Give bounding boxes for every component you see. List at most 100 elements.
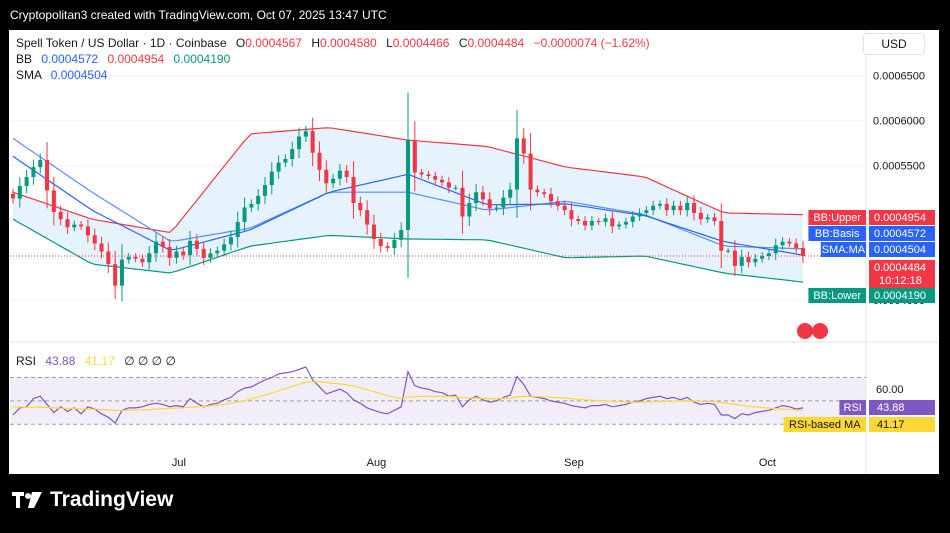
tradingview-logo[interactable]: TradingView <box>12 488 173 512</box>
candle-body <box>92 235 97 244</box>
candle-body <box>303 131 308 137</box>
badge-value: 0.0004190 <box>874 290 926 302</box>
candle-body <box>726 250 731 252</box>
candle-body <box>617 224 622 227</box>
badge-label: BB:Lower <box>813 290 861 302</box>
badge-value: 0.0004954 <box>874 212 926 224</box>
candle-body <box>521 138 526 154</box>
rsi-badge-value: 41.17 <box>877 419 905 431</box>
candle-body <box>331 178 336 184</box>
rsi-badge-value-bg <box>869 417 935 432</box>
candle-body <box>337 170 342 179</box>
badge-label: SMA:MA <box>822 244 866 256</box>
bb-basis-value: 0.0004572 <box>41 52 99 66</box>
candle-body <box>780 241 785 246</box>
badge-value: 0.0004484 <box>874 262 926 274</box>
candle-body <box>440 179 445 183</box>
ohlc-high: 0.0004580 <box>319 36 377 50</box>
candle-body <box>637 212 642 217</box>
candle-body <box>99 243 104 252</box>
candle-body <box>85 226 90 236</box>
candle-body <box>208 253 213 258</box>
legend-rsi-row[interactable]: RSI 43.88 41.17 ∅ ∅ ∅ ∅ <box>16 354 176 368</box>
legend-sma-row[interactable]: SMA 0.0004504 <box>16 68 107 82</box>
candle-body <box>324 169 329 184</box>
candle-body <box>276 162 281 172</box>
candle-body <box>262 185 268 196</box>
candle-body <box>358 203 363 211</box>
badge-value-bg <box>869 210 935 225</box>
flag-icons <box>797 323 828 339</box>
candle-body <box>480 192 485 200</box>
candle-body <box>235 221 240 238</box>
candle-body <box>140 258 145 263</box>
rsi-badge-value-bg <box>869 400 935 415</box>
currency-button[interactable]: USD <box>863 33 925 55</box>
candle-body <box>222 244 227 251</box>
candle-body <box>610 218 615 227</box>
x-tick-label: Sep <box>564 457 584 469</box>
candle-body <box>542 192 547 195</box>
candle-body <box>153 241 159 254</box>
candle-body <box>630 216 635 222</box>
price-tick-label: 0.0005500 <box>873 160 925 172</box>
candle-body <box>712 217 717 221</box>
candle-body <box>24 176 29 186</box>
candle-body <box>344 170 349 177</box>
candle-body <box>160 241 165 248</box>
candle-body <box>58 212 63 220</box>
x-tick-label: Oct <box>759 457 776 469</box>
candle-body <box>487 199 492 209</box>
candle-body <box>739 256 744 266</box>
candle-body <box>201 248 206 258</box>
candle-body <box>419 172 424 175</box>
candle-body <box>72 224 77 228</box>
candle-body <box>719 220 724 251</box>
candle-body <box>692 203 697 213</box>
candle-body <box>548 194 554 202</box>
price-pane: 0.00065000.00060000.00055000.0004000JulA… <box>10 30 939 474</box>
candle-body <box>31 167 36 177</box>
bb-lower-value: 0.0004190 <box>173 52 231 66</box>
badge-countdown: 10:12:18 <box>879 275 922 287</box>
candle-body <box>576 219 581 221</box>
rsi-badge-label-bg <box>783 417 866 432</box>
candle-body <box>773 245 778 254</box>
candle-body <box>603 218 608 222</box>
candle-body <box>528 153 533 190</box>
rsi-value: 43.88 <box>45 354 76 368</box>
candle-body <box>194 240 199 249</box>
badge-value-bg <box>869 260 935 288</box>
ohlc-close-label: C <box>458 36 468 50</box>
candle-body <box>181 251 186 256</box>
rsi-badge-label-bg <box>839 400 866 415</box>
candle-body <box>569 210 574 220</box>
candle-body <box>555 201 560 206</box>
ohlc-high-label: H <box>311 36 320 50</box>
candle-body <box>514 138 519 190</box>
candle-body <box>133 256 138 259</box>
candle-body <box>256 195 261 204</box>
legend-bb-row[interactable]: BB 0.0004572 0.0004954 0.0004190 <box>16 52 230 66</box>
rsi-label: RSI <box>16 354 37 368</box>
candle-body <box>317 152 322 170</box>
rsi-pane: 60.00 <box>10 366 904 425</box>
candle-body <box>283 159 288 163</box>
candle-body <box>385 246 390 248</box>
candle-body <box>126 256 131 260</box>
candle-body <box>147 253 152 263</box>
ohlc-open-label: O <box>235 36 246 50</box>
badge-label: BB:Basis <box>815 228 860 240</box>
candle-body <box>562 205 567 211</box>
bb-label: BB <box>16 52 33 66</box>
candle-body <box>794 243 799 248</box>
rsi-badge-label: RSI <box>844 402 862 414</box>
rsi-line <box>12 366 804 425</box>
candle-body <box>705 217 710 220</box>
symbol-name[interactable]: Spell Token / US Dollar · 1D · Coinbase <box>16 36 227 50</box>
ohlc-close: 0.0004484 <box>467 36 525 50</box>
rsi-badge-value: 43.88 <box>877 402 905 414</box>
badge-value-bg <box>869 242 935 257</box>
badge-label-bg <box>820 242 866 257</box>
